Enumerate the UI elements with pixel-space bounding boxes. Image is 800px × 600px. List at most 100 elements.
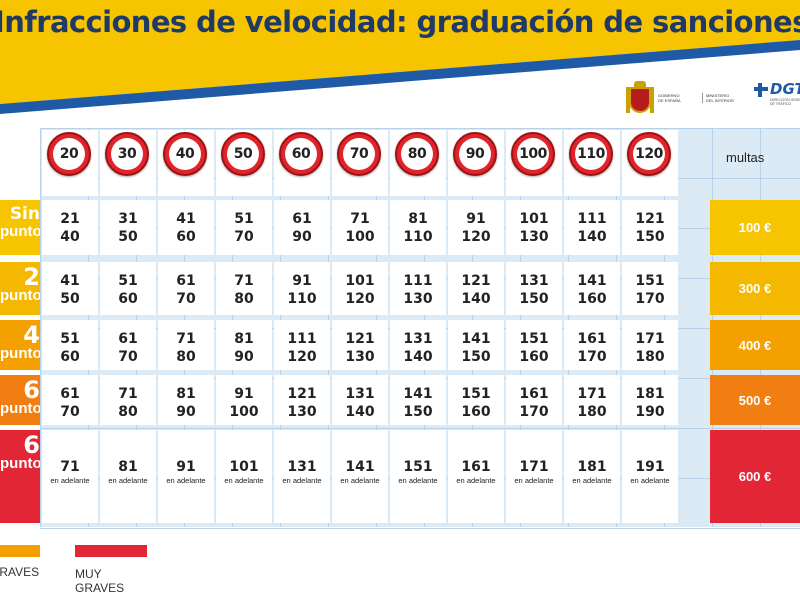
table-cell (274, 375, 330, 425)
range-to: en adelante (630, 476, 670, 485)
range-from: 131 (519, 273, 549, 289)
range-to: 130 (403, 291, 433, 307)
speed-range: 81 90 (158, 385, 214, 421)
table-cell (100, 375, 156, 425)
speed-range: 101 120 (332, 272, 388, 308)
range-to: 80 (176, 349, 196, 365)
range-to: en adelante (340, 476, 380, 485)
speed-limit-value: 50 (227, 138, 259, 170)
table-cell (506, 320, 562, 370)
range-from: 61 (176, 273, 196, 289)
speed-range: 141 160 (564, 272, 620, 308)
points-cell (0, 200, 40, 255)
range-from: 51 (60, 331, 80, 347)
range-to: 80 (234, 291, 254, 307)
speed-limit-sign-80: 80 (395, 132, 439, 176)
range-to: 140 (577, 229, 607, 245)
range-to: 160 (577, 291, 607, 307)
range-to: 70 (176, 291, 196, 307)
speed-limit-sign-60: 60 (279, 132, 323, 176)
range-from: 191 (635, 459, 665, 475)
speed-limit-sign-70: 70 (337, 132, 381, 176)
speed-range: 121 130 (332, 330, 388, 366)
table-cell (42, 200, 98, 255)
range-to: 130 (345, 349, 375, 365)
speed-limit-sign-50: 50 (221, 132, 265, 176)
speed-range: 121 150 (622, 210, 678, 246)
range-from: 141 (461, 331, 491, 347)
legend-label-line: GRAVES (75, 581, 125, 595)
page-title: Infracciones de velocidad: graduación de… (0, 5, 800, 39)
speed-limit-sign-30: 30 (105, 132, 149, 176)
range-from: 101 (519, 211, 549, 227)
range-from: 131 (345, 386, 375, 402)
table-cell (332, 375, 388, 425)
speed-range: 61 90 (274, 210, 330, 246)
table-cell (390, 200, 446, 255)
speed-limit-value: 110 (575, 138, 607, 170)
range-from: 151 (461, 386, 491, 402)
range-from: 21 (60, 211, 80, 227)
speed-range: 71 en adelante (42, 458, 98, 486)
speed-limit-value: 80 (401, 138, 433, 170)
range-to: 150 (635, 229, 665, 245)
range-from: 41 (176, 211, 196, 227)
range-from: 61 (118, 331, 138, 347)
range-to: 50 (60, 291, 80, 307)
speed-range: 81 90 (216, 330, 272, 366)
points-cell (0, 320, 40, 370)
range-from: 81 (234, 331, 254, 347)
range-to: en adelante (282, 476, 322, 485)
speed-range: 111 120 (274, 330, 330, 366)
table-cell (448, 430, 504, 523)
speed-limit-sign-110: 110 (569, 132, 613, 176)
range-to: en adelante (166, 476, 206, 485)
table-cell (390, 320, 446, 370)
table-cell (448, 262, 504, 315)
table-cell (158, 262, 214, 315)
speed-range: 151 170 (622, 272, 678, 308)
points-label: 2puntos (0, 266, 40, 304)
fine-amount: 400 € (710, 320, 800, 370)
table-cell (506, 375, 562, 425)
table-cell (564, 375, 620, 425)
legend-label: GRAVES (0, 565, 39, 579)
speed-range: 71 80 (158, 330, 214, 366)
coat-of-arms-icon (626, 81, 654, 115)
range-to: 190 (635, 404, 665, 420)
table-cell (332, 262, 388, 315)
range-to: 70 (118, 349, 138, 365)
points-unit: puntos (0, 455, 40, 472)
government-name: GOBIERNO DE ESPAÑA (658, 93, 681, 103)
range-from: 151 (403, 459, 433, 475)
points-label: 6puntos (0, 434, 40, 472)
speed-range: 111 140 (564, 210, 620, 246)
range-to: en adelante (108, 476, 148, 485)
dgt-logo: DGT DIRECCIÓN GENERAL DE TRÁFICO (752, 80, 800, 120)
grid-line (40, 428, 800, 429)
table-cell (216, 262, 272, 315)
range-from: 91 (466, 211, 486, 227)
range-from: 61 (60, 386, 80, 402)
table-cell (158, 320, 214, 370)
speed-range: 141 en adelante (332, 458, 388, 486)
range-to: 180 (577, 404, 607, 420)
speed-range: 91 120 (448, 210, 504, 246)
range-to: 90 (176, 404, 196, 420)
range-from: 71 (234, 273, 254, 289)
speed-range: 141 150 (448, 330, 504, 366)
points-label: 6puntos (0, 379, 40, 417)
fine-amount: 600 € (710, 430, 800, 523)
points-unit: puntos (0, 287, 40, 304)
speed-range: 161 170 (506, 385, 562, 421)
table-cell (216, 320, 272, 370)
speed-range: 61 70 (158, 272, 214, 308)
speed-range: 101 130 (506, 210, 562, 246)
speed-limit-value: 60 (285, 138, 317, 170)
speed-limit-value: 20 (53, 138, 85, 170)
points-value: 4 (23, 324, 40, 349)
range-to: 40 (60, 229, 80, 245)
speed-range: 81 110 (390, 210, 446, 246)
range-from: 161 (461, 459, 491, 475)
points-label: Sinpuntos (0, 204, 40, 240)
